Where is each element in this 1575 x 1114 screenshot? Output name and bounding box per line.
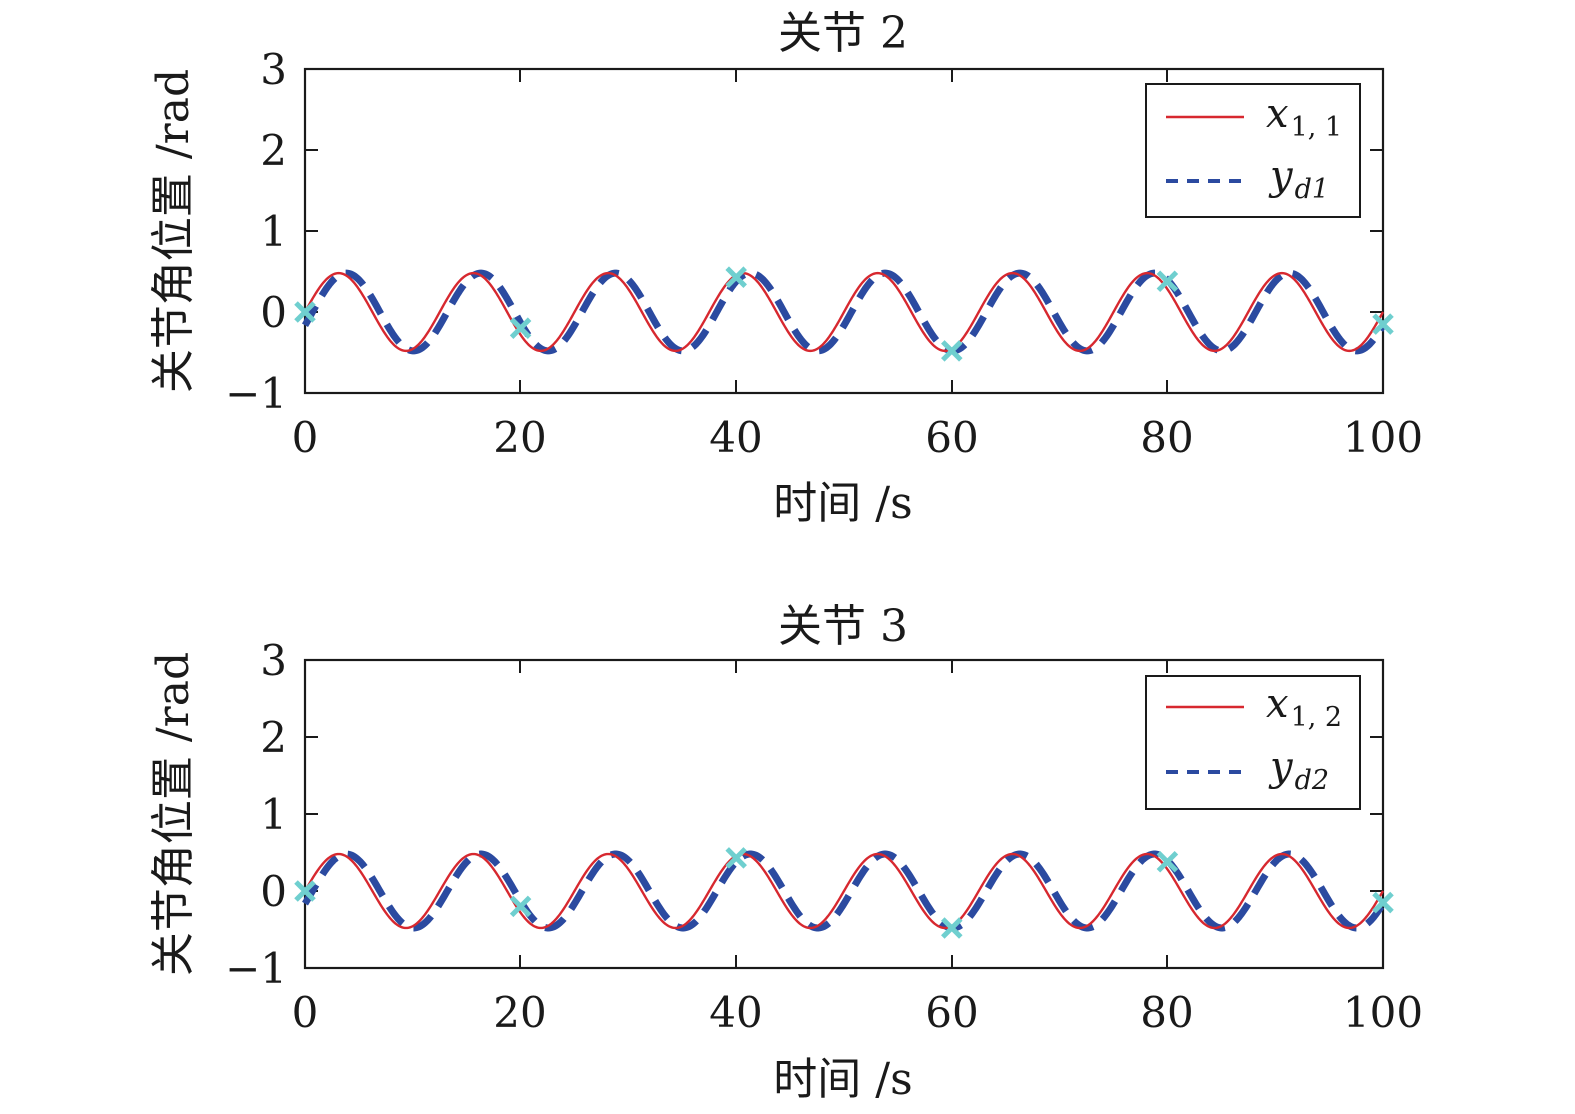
x-axis: 0 20 40 60 80 100 时间 /s (292, 660, 1423, 1105)
cross-marker (1372, 891, 1394, 914)
series-group (302, 850, 1386, 932)
panel-joint-3: 关节 3 −1 0 1 2 3 关节角位置 /rad (148, 601, 1423, 1105)
cross-marker (1156, 850, 1179, 873)
legend-symbol: x (1266, 681, 1289, 727)
legend-subscript: 1, 1 (1291, 112, 1343, 143)
legend-label: x1, 1 (1266, 91, 1342, 143)
legend-symbol: y (1268, 744, 1294, 790)
y-tick-label: 1 (260, 790, 287, 839)
panel-joint-2: 关节 2 −1 0 1 2 3 关节角位置 /rad (148, 8, 1423, 529)
legend-subscript: 1, 2 (1291, 702, 1343, 733)
cross-marker (941, 917, 963, 939)
x-tick-label: 100 (1343, 413, 1423, 462)
chart-title: 关节 2 (778, 8, 908, 59)
y-tick-label: 1 (260, 207, 287, 256)
y-tick-label: 2 (260, 713, 287, 762)
legend: x1, 2 yd2 (1145, 675, 1361, 810)
cross-marker (725, 266, 747, 288)
y-tick-label: 3 (260, 636, 287, 685)
y-axis-label: 关节角位置 /rad (148, 69, 199, 393)
legend-label: yd1 (1268, 153, 1329, 205)
series-line (303, 852, 1385, 930)
x-tick-label: 60 (925, 988, 978, 1037)
legend-symbol: x (1266, 91, 1289, 137)
cross-marker (941, 340, 963, 362)
legend-box (1145, 83, 1361, 218)
cross-marker (509, 317, 532, 339)
legend-subscript: d1 (1295, 174, 1329, 205)
legend: x1, 1 yd1 (1145, 83, 1361, 218)
series-group (301, 269, 1387, 355)
x-tick-label: 20 (493, 413, 546, 462)
x-axis-label: 时间 /s (773, 1054, 912, 1105)
y-tick-label: −1 (225, 944, 287, 993)
x-tick-label: 100 (1343, 988, 1423, 1037)
cross-marker (1156, 270, 1179, 292)
cross-marker (725, 847, 747, 869)
y-axis-label: 关节角位置 /rad (148, 652, 199, 976)
legend-symbol: y (1268, 153, 1294, 199)
x-tick-label: 40 (709, 988, 762, 1037)
x-tick-label: 40 (709, 413, 762, 462)
y-tick-label: 3 (260, 45, 287, 94)
x-tick-label: 0 (292, 413, 319, 462)
series-line (301, 269, 1387, 355)
y-tick-label: 0 (260, 867, 287, 916)
y-tick-label: −1 (225, 369, 287, 418)
series-line (303, 271, 1385, 353)
chart-title: 关节 3 (778, 601, 908, 652)
legend-label: x1, 2 (1266, 681, 1342, 733)
x-tick-label: 60 (925, 413, 978, 462)
legend-subscript: d2 (1295, 765, 1329, 796)
cross-marker (294, 301, 316, 323)
marker-group (294, 847, 1394, 939)
marker-group (294, 266, 1394, 362)
y-axis: −1 0 1 2 3 关节角位置 /rad (148, 636, 1383, 993)
series-line (302, 850, 1386, 932)
y-axis: −1 0 1 2 3 关节角位置 /rad (148, 45, 1383, 418)
cross-marker (1372, 313, 1394, 335)
legend-label: yd2 (1268, 744, 1329, 796)
cross-marker (294, 880, 316, 902)
x-tick-label: 80 (1140, 988, 1193, 1037)
y-tick-label: 2 (260, 126, 287, 175)
y-tick-label: 0 (260, 288, 287, 337)
x-axis: 0 20 40 60 80 100 时间 /s (292, 69, 1423, 529)
x-axis-label: 时间 /s (773, 478, 912, 529)
x-tick-label: 80 (1140, 413, 1193, 462)
legend-box (1145, 675, 1361, 810)
cross-marker (509, 895, 532, 918)
x-tick-label: 20 (493, 988, 546, 1037)
x-tick-label: 0 (292, 988, 319, 1037)
